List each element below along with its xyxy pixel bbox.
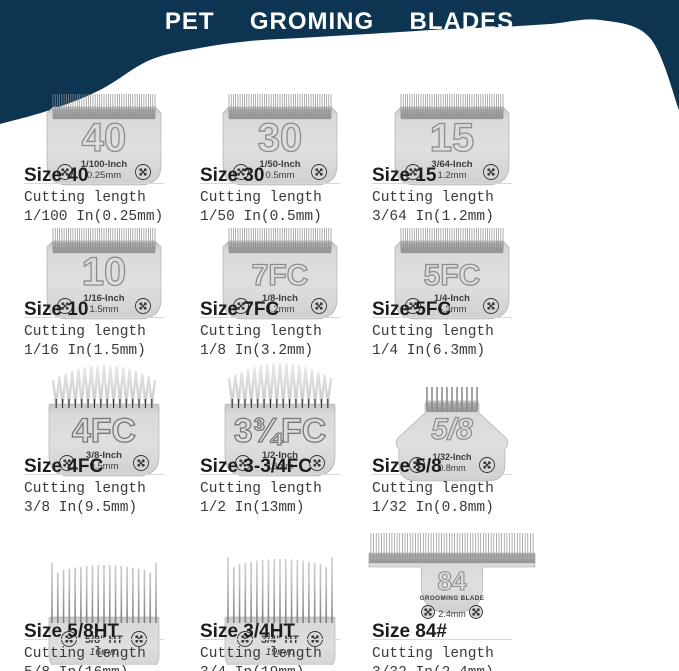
svg-text:0.8mm: 0.8mm [438,463,466,473]
svg-text:5/8: 5/8 [431,413,473,446]
svg-text:40: 40 [81,116,126,160]
svg-text:1/50-Inch: 1/50-Inch [259,159,300,170]
svg-text:5FC: 5FC [423,259,480,292]
svg-text:0.5mm: 0.5mm [265,170,294,181]
svg-text:84: 84 [437,566,466,596]
svg-text:3¾FC: 3¾FC [233,412,326,450]
svg-text:1/16-Inch: 1/16-Inch [83,293,124,304]
svg-text:15: 15 [429,116,474,160]
svg-text:0.25mm: 0.25mm [86,170,120,181]
svg-text:1.2mm: 1.2mm [437,170,466,181]
svg-text:3/64-Inch: 3/64-Inch [431,159,472,170]
svg-text:30: 30 [257,116,302,160]
svg-text:2.4mm: 2.4mm [438,609,466,619]
svg-text:GROOMING BLADE: GROOMING BLADE [419,595,484,602]
svg-text:4FC: 4FC [71,412,135,450]
svg-text:7FC: 7FC [251,259,308,292]
svg-text:10: 10 [81,250,126,294]
svg-text:1.5mm: 1.5mm [89,304,118,315]
